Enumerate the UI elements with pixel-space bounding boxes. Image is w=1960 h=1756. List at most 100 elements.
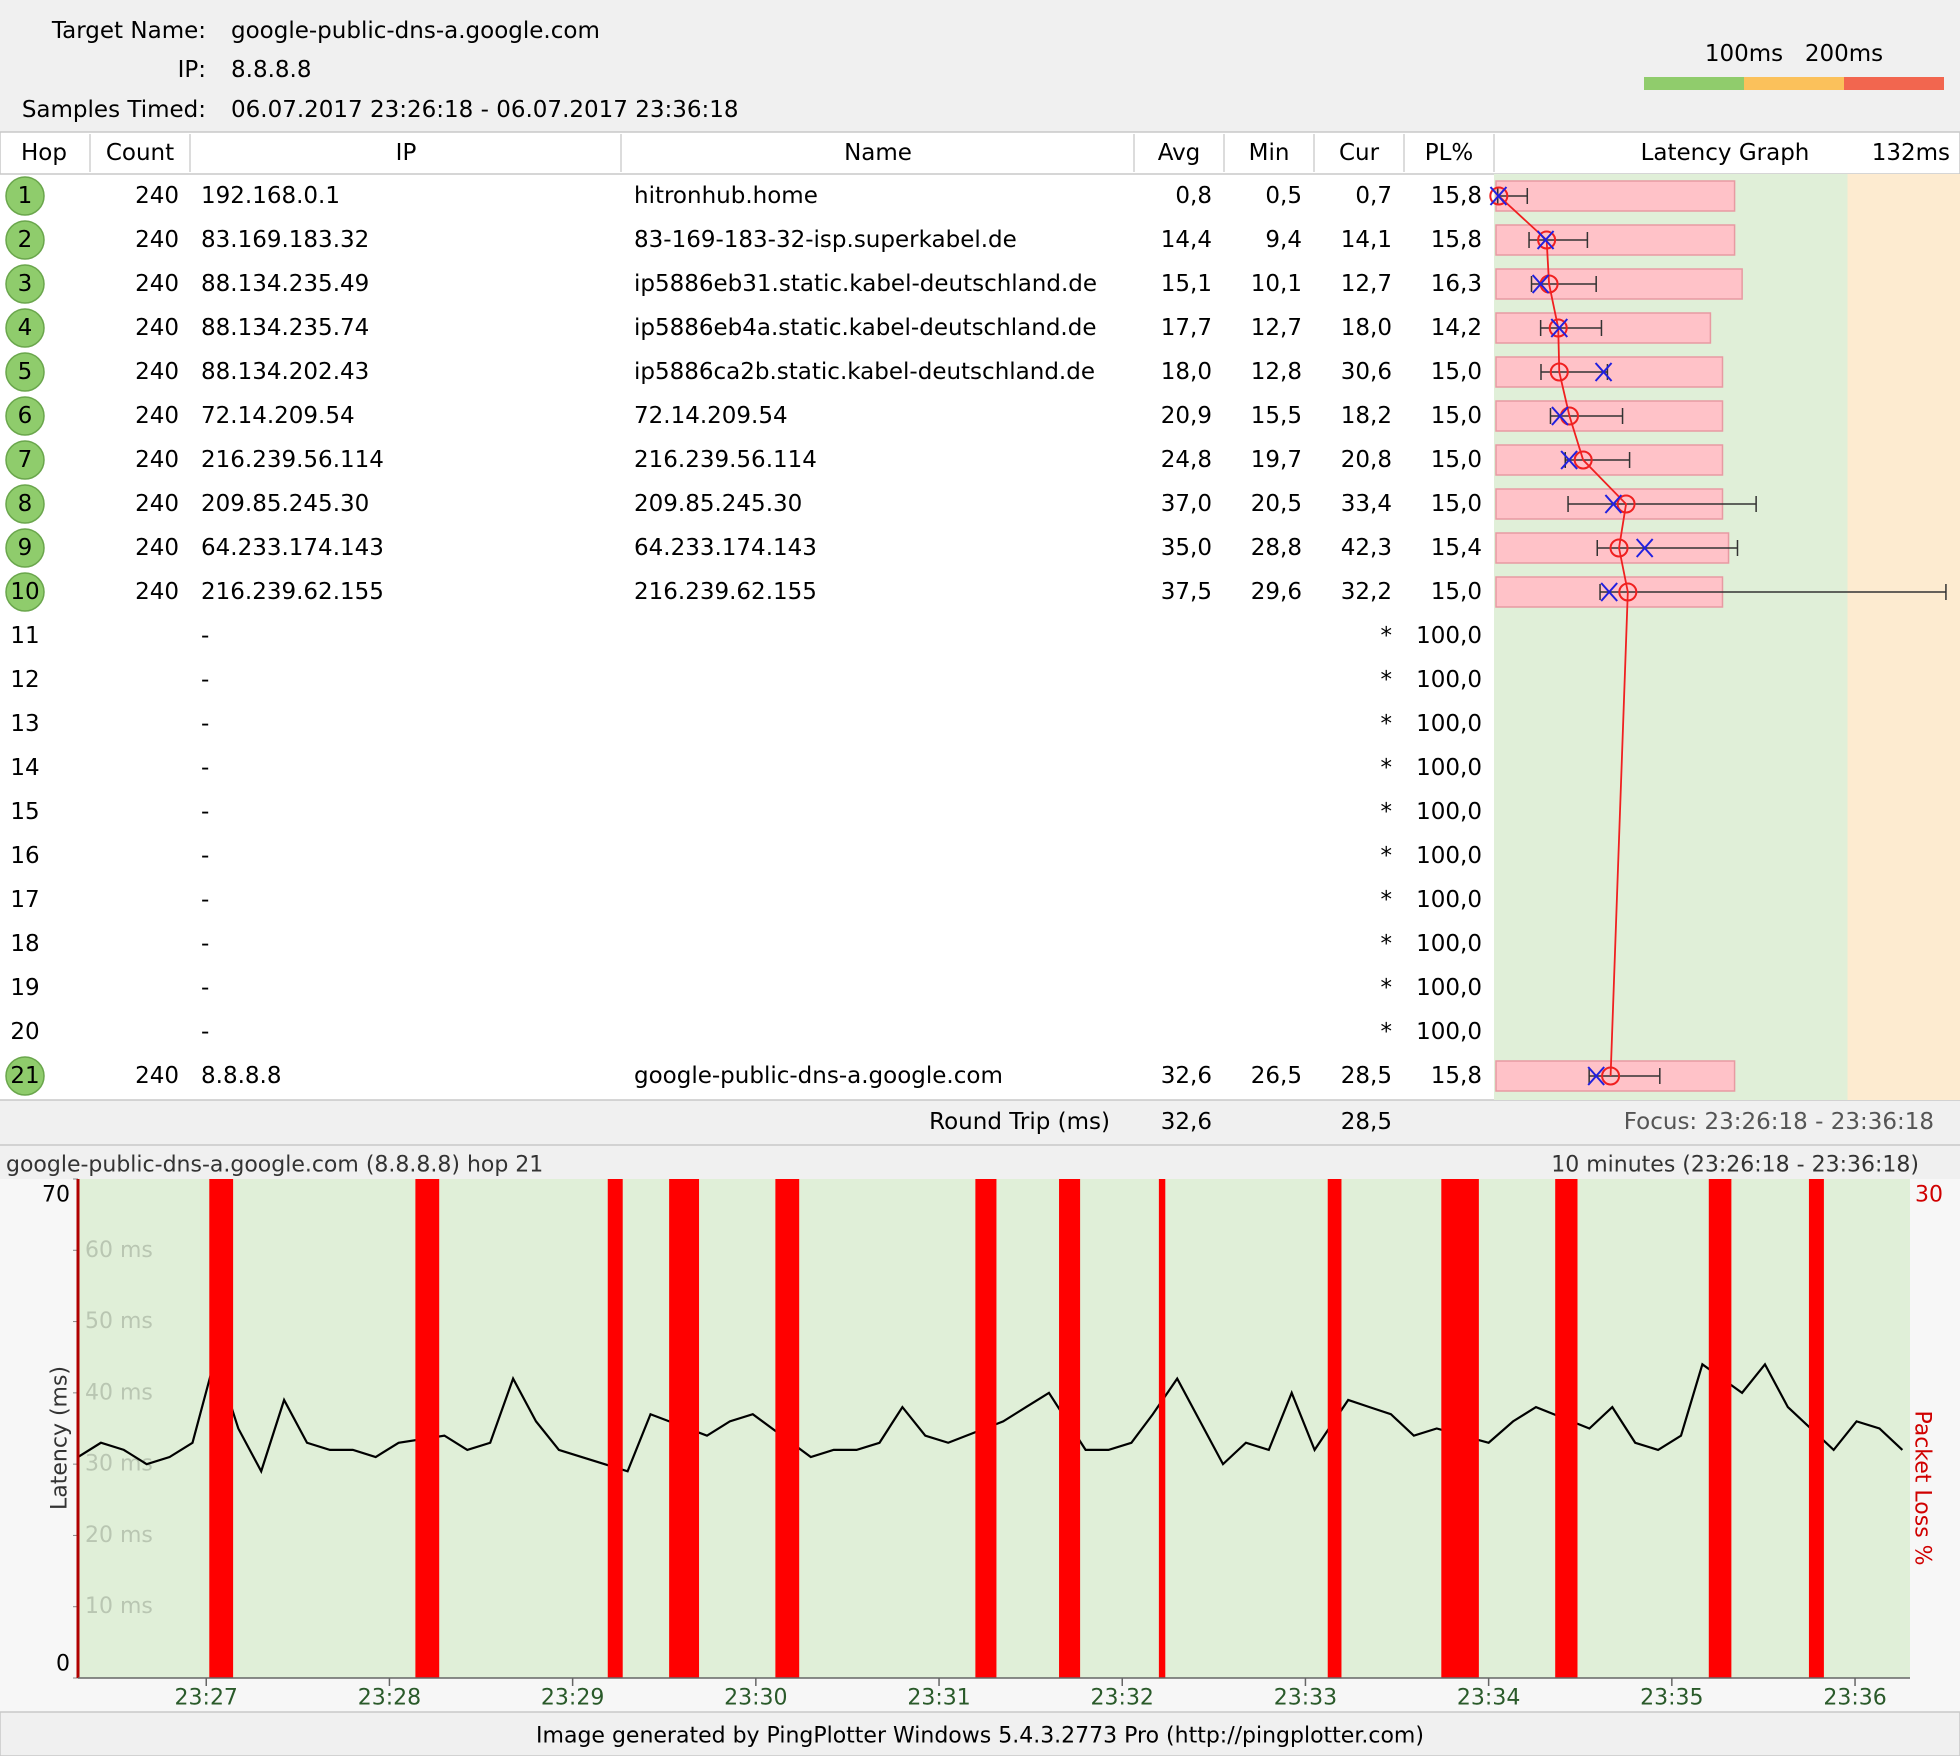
- cell-ip: -: [201, 623, 209, 649]
- packet-loss-bar: [1495, 268, 1743, 300]
- cur-marker: [1550, 318, 1569, 338]
- x-tick-label: 23:34: [1457, 1686, 1520, 1711]
- cell-pl: 15,0: [1431, 403, 1482, 429]
- cell-cur: *: [1381, 711, 1393, 737]
- cell-pl: 100,0: [1416, 887, 1482, 913]
- y-tick-label: 20 ms: [85, 1523, 153, 1548]
- hop-number: 14: [10, 755, 39, 781]
- cell-count: 240: [135, 403, 179, 429]
- cell-ip: 83.169.183.32: [201, 227, 369, 253]
- cell-cur: *: [1381, 667, 1393, 693]
- avg-marker: [1537, 230, 1557, 250]
- cell-ip: 8.8.8.8: [201, 1063, 281, 1089]
- cell-pl: 100,0: [1416, 799, 1482, 825]
- cell-cur: *: [1381, 623, 1393, 649]
- cell-name: 72.14.209.54: [634, 403, 788, 429]
- cell-pl: 100,0: [1416, 623, 1482, 649]
- cell-ip: -: [201, 1019, 209, 1045]
- samples-label: Samples Timed:: [22, 97, 206, 123]
- header-bg: [0, 0, 1960, 132]
- hop-number: 17: [10, 887, 39, 913]
- avg-marker: [1549, 362, 1569, 382]
- table-header-bg: [0, 131, 1960, 175]
- target-value: google-public-dns-a.google.com: [231, 18, 600, 44]
- round-trip-label: Round Trip (ms): [929, 1109, 1110, 1135]
- y-tick-label: 10 ms: [85, 1594, 153, 1619]
- hop-badge: [5, 440, 45, 480]
- packet-loss-bar: [1555, 1179, 1578, 1678]
- round-trip-avg: 32,6: [1161, 1109, 1212, 1135]
- hop-badge: [5, 176, 45, 216]
- cell-cur: 33,4: [1341, 491, 1392, 517]
- x-tick-label: 23:33: [1274, 1686, 1337, 1711]
- avg-marker: [1618, 582, 1638, 602]
- packet-loss-bar: [415, 1179, 440, 1678]
- threshold-label: 200ms: [1805, 41, 1883, 67]
- hop-number: 7: [18, 447, 33, 473]
- cell-count: 240: [135, 535, 179, 561]
- column-header: Avg: [1158, 140, 1201, 166]
- cell-count: 240: [135, 315, 179, 341]
- packet-loss-bar: [1808, 1179, 1824, 1678]
- focus-range: Focus: 23:26:18 - 23:36:18: [1624, 1109, 1934, 1135]
- cell-count: 240: [135, 271, 179, 297]
- cell-count: 240: [135, 491, 179, 517]
- avg-marker: [1489, 186, 1509, 206]
- cell-ip: -: [201, 975, 209, 1001]
- cell-cur: *: [1381, 755, 1393, 781]
- cur-marker-stroke: [1536, 230, 1555, 250]
- cell-name: 216.239.62.155: [634, 579, 817, 605]
- hop-badge: [5, 352, 45, 392]
- packet-loss-bar: [1327, 1179, 1342, 1678]
- cell-count: 240: [135, 183, 179, 209]
- column-header: Hop: [21, 140, 67, 166]
- cell-min: 12,8: [1251, 359, 1302, 385]
- cell-ip: 192.168.0.1: [201, 183, 340, 209]
- hop-number: 15: [10, 799, 39, 825]
- cell-ip: 88.134.235.74: [201, 315, 369, 341]
- cell-name: ip5886ca2b.static.kabel-deutschland.de: [634, 359, 1095, 385]
- avg-marker: [1616, 494, 1636, 514]
- cell-cur: *: [1381, 931, 1393, 957]
- cur-marker-stroke: [1550, 318, 1569, 338]
- column-header: Count: [106, 140, 174, 166]
- cell-min: 12,7: [1251, 315, 1302, 341]
- cell-pl: 100,0: [1416, 843, 1482, 869]
- hop-number: 10: [10, 579, 39, 605]
- summary-bg: [0, 1100, 1960, 1179]
- cur-marker: [1587, 1066, 1605, 1086]
- cell-cur: 0,7: [1355, 183, 1392, 209]
- y-tick-label: 60 ms: [85, 1238, 153, 1263]
- cell-count: 240: [135, 359, 179, 385]
- cur-marker: [1600, 582, 1618, 602]
- hop-number: 11: [10, 623, 39, 649]
- cell-name: hitronhub.home: [634, 183, 818, 209]
- cur-marker-stroke: [1531, 274, 1550, 294]
- x-tick-label: 23:32: [1091, 1686, 1154, 1711]
- footer-text: Image generated by PingPlotter Windows 5…: [536, 1724, 1424, 1749]
- ip-value: 8.8.8.8: [231, 57, 311, 83]
- cell-avg: 15,1: [1161, 271, 1212, 297]
- hop-number: 2: [18, 227, 33, 253]
- cell-count: 240: [135, 227, 179, 253]
- latency-graph-title: Latency Graph: [1641, 140, 1810, 166]
- cell-cur: *: [1381, 1019, 1393, 1045]
- cell-ip: 216.239.56.114: [201, 447, 384, 473]
- cell-pl: 15,0: [1431, 491, 1482, 517]
- cell-cur: *: [1381, 799, 1393, 825]
- avg-marker: [1601, 1066, 1621, 1086]
- hop-number: 9: [18, 535, 33, 561]
- x-tick-label: 23:28: [358, 1686, 421, 1711]
- cell-cur: *: [1381, 843, 1393, 869]
- column-header: Cur: [1339, 140, 1380, 166]
- avg-marker: [1573, 450, 1593, 470]
- cell-ip: -: [201, 843, 209, 869]
- y2-axis-label: Packet Loss %: [1910, 1410, 1935, 1565]
- cur-marker-stroke: [1635, 538, 1654, 558]
- cell-avg: 37,0: [1161, 491, 1212, 517]
- cell-avg: 17,7: [1161, 315, 1212, 341]
- cell-min: 0,5: [1265, 183, 1302, 209]
- cur-marker: [1531, 274, 1550, 294]
- cur-marker: [1604, 494, 1623, 514]
